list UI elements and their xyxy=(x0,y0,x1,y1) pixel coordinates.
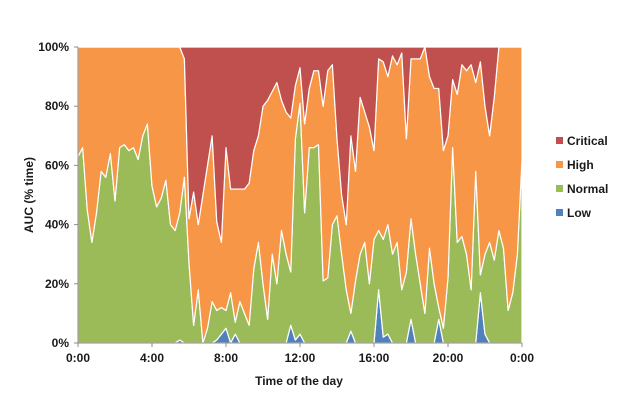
y-axis-ticks: 0% 20% 40% 60% 80% 100% xyxy=(38,40,78,350)
legend-swatch-low xyxy=(556,209,563,216)
y-axis-title: AUC (% time) xyxy=(22,157,36,233)
y-tick-label: 80% xyxy=(45,99,69,113)
legend: Critical High Normal Low xyxy=(556,134,608,220)
legend-swatch-normal xyxy=(556,185,563,192)
y-tick-label: 60% xyxy=(45,158,69,172)
y-tick-label: 40% xyxy=(45,218,69,232)
y-tick-label: 100% xyxy=(38,40,69,54)
legend-swatch-high xyxy=(556,161,563,168)
x-tick-label: 0:00 xyxy=(66,351,90,365)
area-critical xyxy=(77,46,523,243)
y-tick-label: 0% xyxy=(52,336,70,350)
x-tick-label: 16:00 xyxy=(359,351,390,365)
x-tick-label: 12:00 xyxy=(285,351,316,365)
x-tick-label: 20:00 xyxy=(433,351,464,365)
y-tick-label: 20% xyxy=(45,277,69,291)
x-tick-label: 0:00 xyxy=(510,351,534,365)
x-tick-label: 4:00 xyxy=(140,351,164,365)
plot-areas xyxy=(77,46,523,344)
legend-swatch-critical xyxy=(556,137,563,144)
legend-label-low: Low xyxy=(567,206,592,220)
x-tick-label: 8:00 xyxy=(214,351,238,365)
x-axis-title: Time of the day xyxy=(255,374,343,388)
legend-label-high: High xyxy=(567,158,594,172)
legend-label-critical: Critical xyxy=(567,134,608,148)
legend-label-normal: Normal xyxy=(567,182,608,196)
x-axis-ticks: 0:00 4:00 8:00 12:00 16:00 20:00 0:00 xyxy=(66,343,534,365)
